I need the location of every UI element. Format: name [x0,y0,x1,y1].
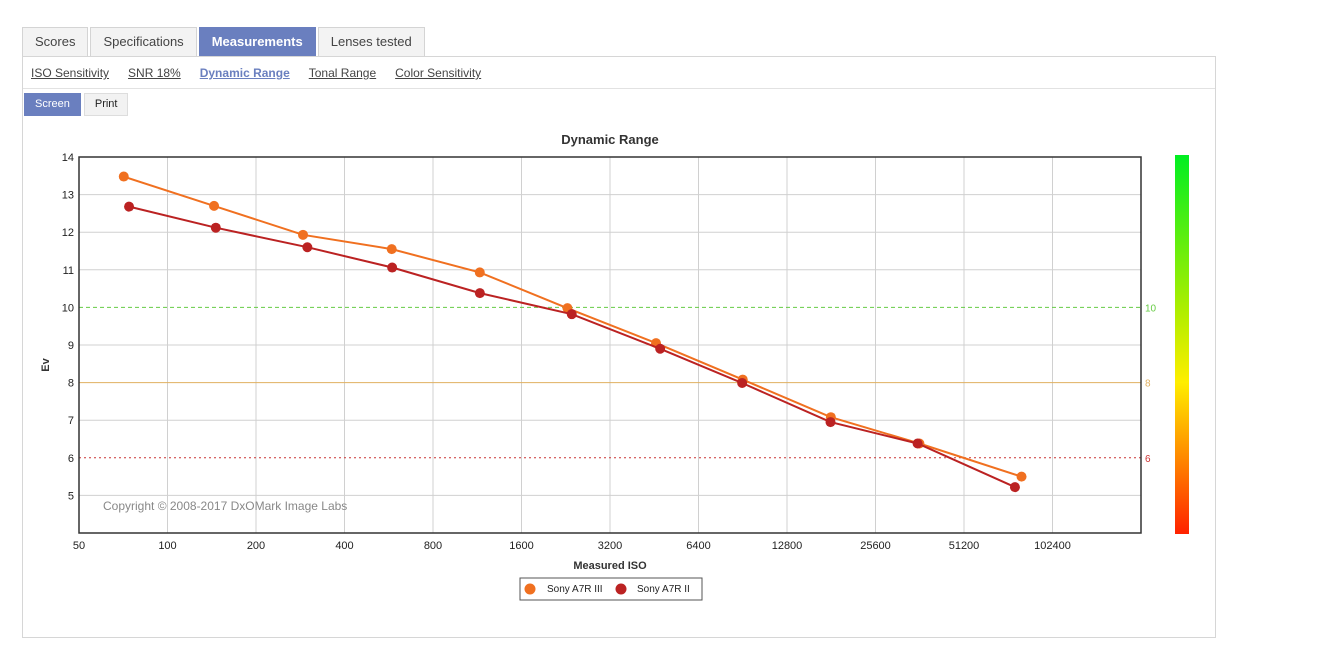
data-point-0[interactable] [118,171,129,182]
x-tick-label: 6400 [686,540,710,552]
copyright-annotation: Copyright © 2008-2017 DxOMark Image Labs [103,499,347,513]
dynamic-range-color-scale [1175,155,1189,534]
subnav-iso-sensitivity[interactable]: ISO Sensitivity [31,66,110,80]
plot-frame [78,156,1142,534]
legend-box [519,577,703,601]
y-tick-label: 11 [63,265,74,277]
x-tick-label: 12800 [772,540,803,552]
data-point-0[interactable] [297,229,308,240]
mode-print-button[interactable]: Print [83,93,129,116]
data-point-0[interactable] [209,200,220,211]
data-point-1[interactable] [825,417,836,428]
data-point-1[interactable] [912,438,923,449]
data-point-1[interactable] [655,343,666,354]
tab-specifications[interactable]: Specifications [90,27,197,56]
y-tick-label: 10 [62,302,74,314]
data-point-0[interactable] [474,267,485,278]
data-point-1[interactable] [302,242,313,253]
x-axis-label: Measured ISO [573,560,647,572]
subnav-tonal-range[interactable]: Tonal Range [308,66,377,80]
y-tick-label: 12 [62,227,74,239]
y-axis-label: Ev [40,357,52,371]
x-tick-label: 200 [247,540,265,552]
y-tick-label: 6 [68,453,74,465]
measurement-tabs: Scores Specifications Measurements Lense… [22,27,427,57]
x-tick-label: 51200 [949,540,980,552]
data-point-1[interactable] [566,309,577,320]
data-point-1[interactable] [1009,482,1020,493]
x-tick-label: 102400 [1034,540,1071,552]
x-tick-label: 50 [73,540,85,552]
y-tick-label: 7 [68,415,74,427]
x-tick-label: 400 [335,540,353,552]
x-tick-label: 3200 [598,540,622,552]
x-tick-label: 25600 [860,540,891,552]
series-line-1 [128,205,1016,489]
subnav-divider [23,88,1215,89]
chart-legend: Sony A7R III Sony A7R II [519,577,703,601]
data-point-1[interactable] [210,222,221,233]
x-tick-label: 800 [424,540,442,552]
y-tick-label: 8 [68,378,74,390]
legend-marker-a7r2 [615,583,627,595]
y-tick-label: 13 [62,190,74,202]
y-tick-label: 14 [62,152,74,164]
subnav-snr-18[interactable]: SNR 18% [128,66,181,80]
measurement-subnav: ISO Sensitivity SNR 18% Dynamic Range To… [31,66,481,80]
data-point-0[interactable] [1016,471,1027,482]
subnav-color-sensitivity[interactable]: Color Sensitivity [395,66,482,80]
tab-lenses-tested[interactable]: Lenses tested [317,27,425,56]
y-tick-label: 5 [68,490,74,502]
data-point-1[interactable] [474,288,485,299]
reference-label-8: 8 [1145,379,1151,390]
mode-screen-button[interactable]: Screen [24,93,81,116]
series-line-0 [123,175,1022,478]
y-tick-label: 9 [68,340,74,352]
tab-measurements[interactable]: Measurements [198,27,316,56]
legend-marker-a7r3 [524,583,536,595]
reference-label-6: 6 [1145,454,1151,465]
x-tick-label: 100 [158,540,176,552]
display-mode-toggle: Screen Print [24,93,129,116]
data-point-1[interactable] [737,377,748,388]
reference-label-10: 10 [1145,303,1157,314]
x-tick-label: 1600 [509,540,533,552]
chart-title: Dynamic Range [561,132,659,147]
legend-label-a7r3[interactable]: Sony A7R III [547,584,603,595]
tab-scores[interactable]: Scores [22,27,89,56]
subnav-dynamic-range[interactable]: Dynamic Range [199,66,290,80]
data-point-0[interactable] [386,244,397,255]
data-point-1[interactable] [387,262,398,273]
measurements-panel: ISO Sensitivity SNR 18% Dynamic Range To… [22,56,1216,638]
legend-label-a7r2[interactable]: Sony A7R II [637,584,690,595]
data-point-1[interactable] [124,201,135,212]
